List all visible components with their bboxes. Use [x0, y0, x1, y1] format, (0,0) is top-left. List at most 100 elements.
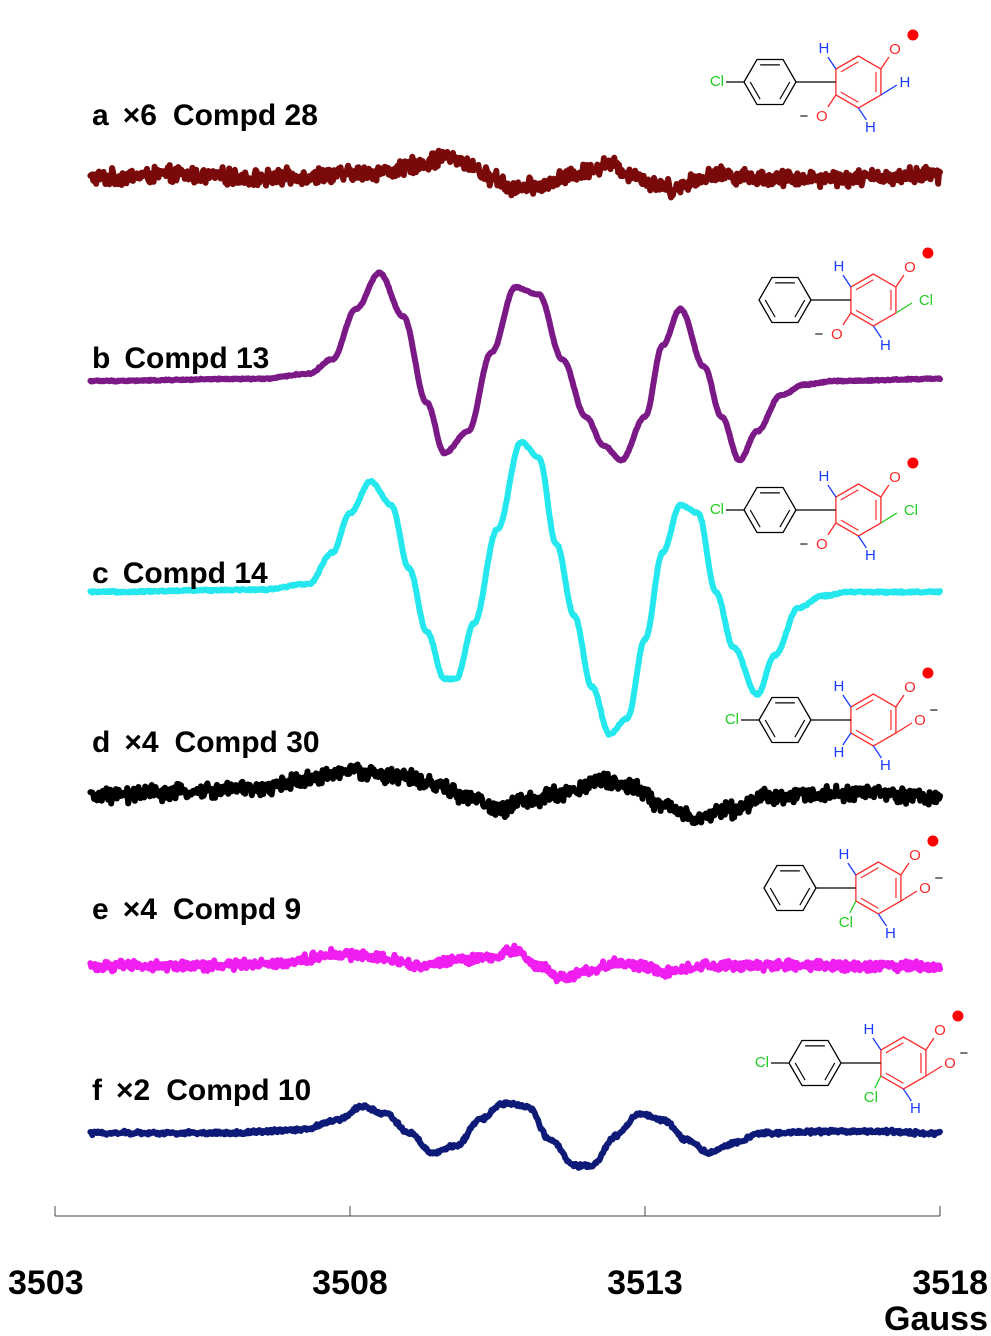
radical-dot: [922, 667, 934, 679]
benzene-ring: [850, 693, 897, 747]
double-bond: [769, 887, 781, 906]
bond: [895, 722, 913, 734]
phenyl-ring: [758, 276, 812, 324]
x-tick-label: 3508: [312, 1264, 388, 1302]
trace-label-f: f ×2 Compd 10: [92, 1074, 311, 1107]
trace-letter: b: [92, 342, 110, 375]
double-bond: [840, 489, 859, 501]
phenyl-ring: [743, 486, 797, 534]
atom-label: H: [910, 1100, 921, 1117]
atom-label: O: [909, 847, 921, 864]
atom-label: O: [889, 469, 901, 486]
double-bond: [885, 1042, 904, 1054]
x-axis-ticks: 3503 3508 3513 3518: [8, 1206, 988, 1302]
atom-label: H: [885, 925, 896, 942]
trace-compound: Compd 14: [123, 557, 268, 590]
trace-label-c: c Compd 14: [92, 557, 268, 590]
atom-label: H: [899, 74, 910, 91]
bond: [895, 694, 905, 708]
trace-label-d: d ×4 Compd 30: [92, 726, 320, 759]
double-bond: [855, 309, 874, 321]
atom-label: H: [818, 468, 829, 485]
atom-label: O: [944, 1055, 956, 1072]
double-bond: [885, 1072, 904, 1084]
trace-label-a: a ×6 Compd 28: [92, 99, 318, 132]
atom-label: −: [930, 702, 939, 719]
double-bond: [779, 81, 791, 100]
double-bond: [860, 867, 879, 879]
bond: [925, 1065, 943, 1077]
bond: [857, 107, 867, 121]
trace-letter: e: [92, 893, 109, 926]
double-bond: [824, 1062, 836, 1081]
benzene-ring: [835, 55, 882, 109]
bond: [877, 913, 887, 927]
double-bond: [764, 719, 776, 738]
double-bond: [855, 729, 874, 741]
phenyl-ring: [788, 1039, 842, 1087]
double-bond: [855, 699, 874, 711]
atom-label: −: [815, 326, 824, 343]
double-bond: [794, 299, 806, 318]
bond: [847, 862, 857, 876]
bond: [902, 1088, 912, 1102]
double-bond: [779, 509, 791, 528]
trace-d: [87, 761, 943, 827]
atom-label: H: [818, 40, 829, 57]
trace-label-e: e ×4 Compd 9: [92, 893, 301, 926]
atom-label: −: [800, 108, 809, 125]
atom-label: Cl: [919, 292, 933, 309]
radical-dot: [922, 247, 934, 259]
benzene-ring: [855, 861, 902, 915]
bond: [827, 94, 837, 108]
double-bond: [855, 279, 874, 291]
benzene-ring: [850, 273, 897, 327]
trace-a: [87, 147, 943, 201]
atom-label: H: [880, 337, 891, 354]
atom-label: H: [833, 678, 844, 695]
spectrum-labels: a ×6 Compd 28 b Compd 13 c Compd 14 d ×4 Compd 30…: [92, 99, 320, 1107]
atom-label: O: [904, 259, 916, 276]
double-bond: [749, 81, 761, 100]
double-bond: [764, 299, 776, 318]
atom-label: O: [904, 679, 916, 696]
atom-label: Cl: [710, 73, 724, 90]
phenyl-ring: [743, 58, 797, 106]
trace-multiplier: ×2: [116, 1074, 150, 1107]
double-bond: [840, 91, 859, 103]
phenyl-ring: [763, 864, 817, 912]
atom-label: O: [816, 536, 828, 553]
atom-label: Cl: [864, 1089, 878, 1106]
atom-label: Cl: [839, 914, 853, 931]
bond: [849, 900, 857, 914]
radical-dot: [907, 457, 919, 469]
bond: [874, 1075, 882, 1089]
bond: [925, 1037, 935, 1051]
trace-f: [87, 1099, 943, 1171]
trace-compound: Compd 9: [173, 893, 301, 926]
atom-label: O: [889, 41, 901, 58]
bond: [857, 535, 867, 549]
bond: [827, 484, 837, 498]
trace-b: [87, 269, 943, 464]
trace-multiplier: ×4: [123, 893, 158, 926]
atom-label: Cl: [755, 1054, 769, 1071]
bond: [895, 302, 913, 314]
trace-multiplier: ×4: [124, 726, 159, 759]
trace-compound: Compd 13: [124, 342, 269, 375]
structure-e: H OO− H Cl: [763, 835, 944, 942]
benzene-ring: [880, 1036, 927, 1090]
atom-label: H: [865, 119, 876, 136]
atom-label: −: [960, 1045, 969, 1062]
double-bond: [794, 719, 806, 738]
bond: [842, 732, 852, 746]
bond: [900, 890, 918, 902]
x-tick-label: 3513: [607, 1264, 683, 1302]
bond: [880, 484, 890, 498]
atom-label: H: [833, 258, 844, 275]
trace-e: [87, 942, 943, 985]
trace-letter: d: [92, 726, 110, 759]
